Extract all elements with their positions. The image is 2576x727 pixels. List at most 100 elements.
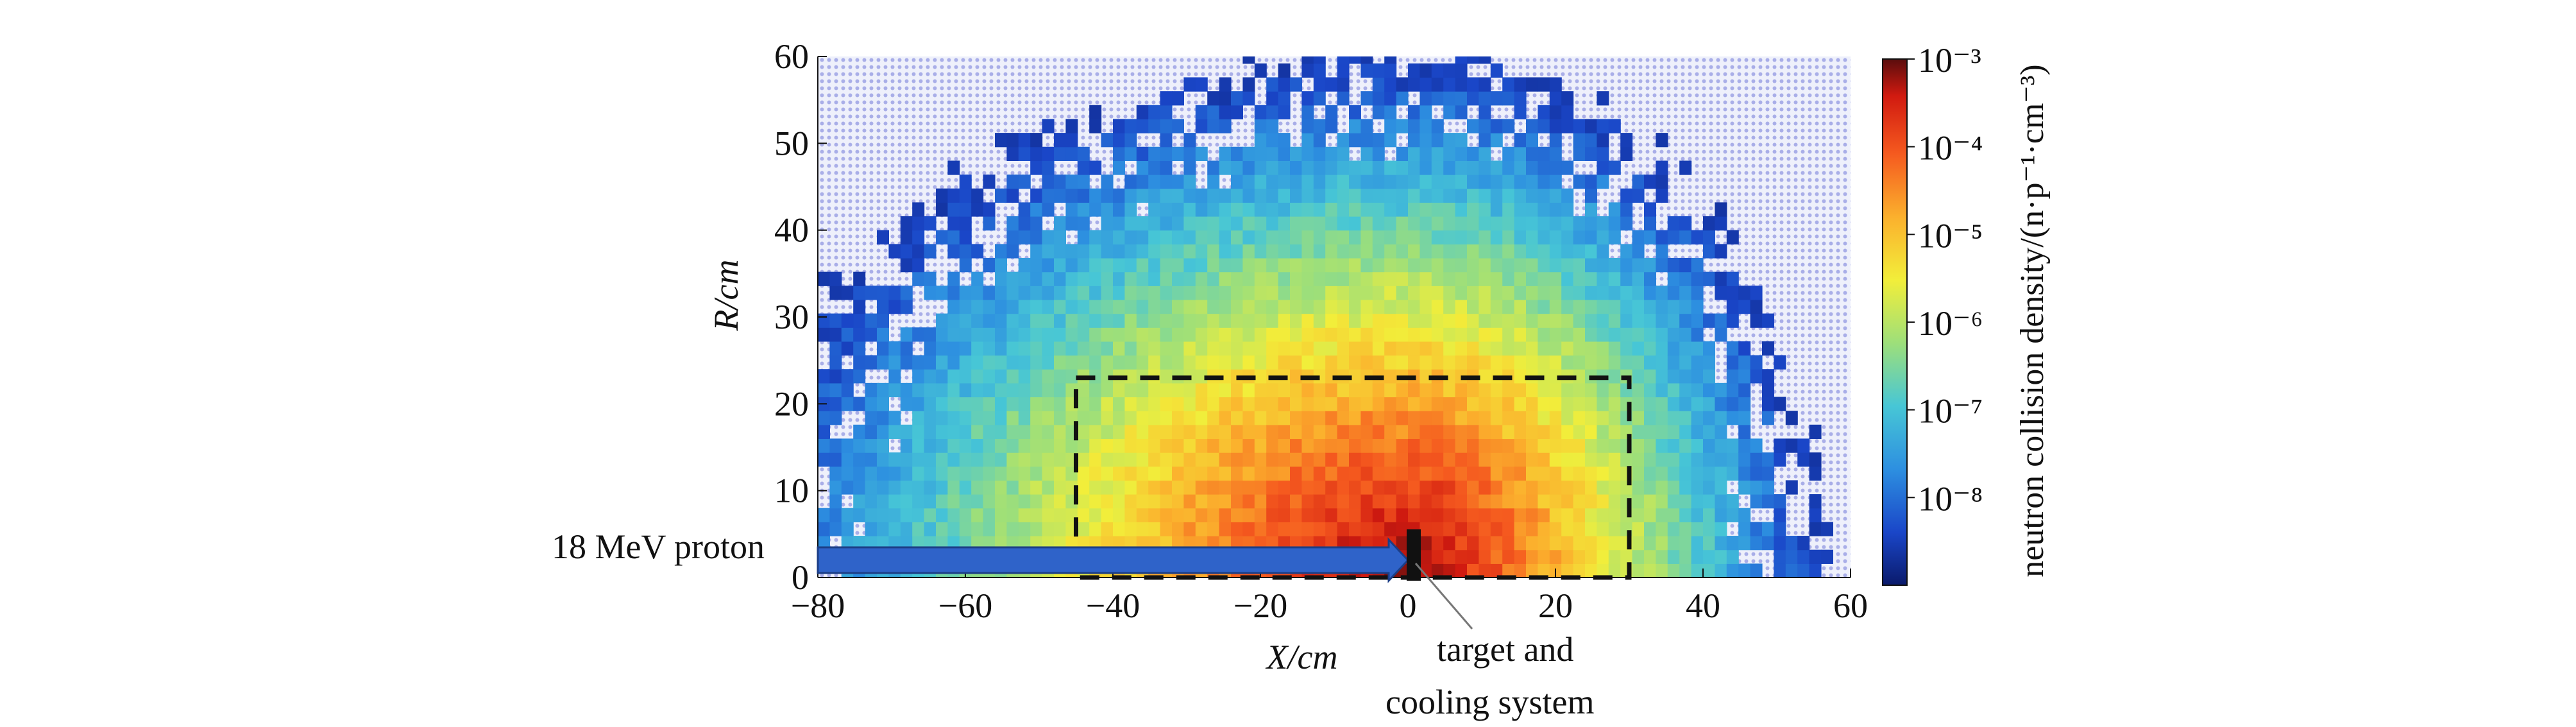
heatmap-cell bbox=[1337, 257, 1350, 273]
heatmap-cell bbox=[1679, 230, 1692, 244]
heatmap-cell bbox=[1018, 508, 1031, 522]
heatmap-cell bbox=[1538, 146, 1550, 161]
heatmap-cell bbox=[1113, 202, 1125, 217]
heatmap-cell bbox=[1124, 146, 1137, 161]
heatmap-cell bbox=[1219, 327, 1232, 342]
heatmap-cell bbox=[1667, 369, 1680, 384]
heatmap-cell bbox=[1443, 313, 1456, 328]
heatmap-cell bbox=[1337, 397, 1350, 411]
heatmap-cell bbox=[1632, 466, 1645, 481]
heatmap-cell bbox=[1467, 299, 1479, 314]
heatmap-cell bbox=[1136, 160, 1149, 175]
heatmap-cell bbox=[1254, 508, 1267, 522]
heatmap-cell bbox=[1514, 452, 1527, 467]
heatmap-cell bbox=[1467, 244, 1479, 259]
heatmap-cell bbox=[1703, 230, 1715, 244]
heatmap-cell bbox=[1419, 202, 1432, 217]
heatmap-cell bbox=[1242, 466, 1255, 481]
heatmap-cell bbox=[818, 424, 830, 440]
heatmap-cell bbox=[1762, 522, 1774, 536]
heatmap-cell bbox=[900, 508, 913, 522]
heatmap-cell bbox=[1254, 522, 1267, 536]
heatmap-cell bbox=[1018, 133, 1031, 148]
heatmap-cell bbox=[1301, 341, 1314, 356]
heatmap-cell bbox=[1526, 549, 1538, 564]
heatmap-cell bbox=[1360, 271, 1373, 286]
x-tick-label: 60 bbox=[1833, 586, 1868, 625]
heatmap-cell bbox=[1290, 480, 1302, 495]
heatmap-cell bbox=[1514, 244, 1527, 259]
heatmap-cell bbox=[1490, 438, 1503, 453]
heatmap-cell bbox=[1124, 175, 1137, 189]
heatmap-cell bbox=[1124, 411, 1137, 425]
heatmap-cell bbox=[1490, 160, 1503, 175]
heatmap-cell bbox=[936, 438, 948, 453]
heatmap-cell bbox=[1526, 188, 1538, 203]
heatmap-cell bbox=[1195, 286, 1208, 300]
heatmap-cell bbox=[995, 424, 1007, 440]
heatmap-cell bbox=[1467, 202, 1479, 217]
heatmap-cell bbox=[1148, 397, 1161, 411]
heatmap-cell bbox=[1396, 480, 1409, 495]
heatmap-cell bbox=[1384, 480, 1397, 495]
heatmap-cell bbox=[1656, 563, 1668, 577]
heatmap-cell bbox=[1455, 508, 1468, 522]
heatmap-cell bbox=[1231, 494, 1243, 509]
heatmap-cell bbox=[1301, 299, 1314, 314]
heatmap-cell bbox=[1183, 480, 1196, 495]
heatmap-cell bbox=[1042, 452, 1055, 467]
heatmap-cell bbox=[1561, 480, 1574, 495]
heatmap-cell bbox=[1018, 452, 1031, 467]
heatmap-cell bbox=[924, 286, 936, 300]
heatmap-cell bbox=[1514, 341, 1527, 356]
heatmap-cell bbox=[1278, 160, 1291, 175]
heatmap-cell bbox=[1467, 494, 1479, 509]
heatmap-cell bbox=[1337, 146, 1350, 161]
heatmap-cell bbox=[1585, 341, 1597, 356]
heatmap-cell bbox=[1644, 313, 1656, 328]
heatmap-cell bbox=[1479, 327, 1491, 342]
heatmap-cell bbox=[1597, 244, 1609, 259]
heatmap-cell bbox=[900, 494, 913, 509]
heatmap-cell bbox=[1608, 369, 1621, 384]
heatmap-cell bbox=[1266, 133, 1279, 148]
heatmap-cell bbox=[1349, 313, 1361, 328]
heatmap-cell bbox=[1479, 77, 1491, 92]
heatmap-cell bbox=[1172, 216, 1184, 231]
heatmap-cell bbox=[1254, 438, 1267, 453]
heatmap-cell bbox=[971, 299, 984, 314]
heatmap-cell bbox=[1549, 438, 1562, 453]
heatmap-cell bbox=[1502, 257, 1515, 273]
heatmap-cell bbox=[1691, 355, 1704, 370]
heatmap-cell bbox=[1360, 508, 1373, 522]
heatmap-cell bbox=[1419, 466, 1432, 481]
heatmap-cell bbox=[1266, 146, 1279, 161]
heatmap-cell bbox=[1183, 466, 1196, 481]
heatmap-cell bbox=[1219, 286, 1232, 300]
heatmap-cell bbox=[971, 188, 984, 203]
heatmap-cell bbox=[1172, 230, 1184, 244]
heatmap-cell bbox=[1632, 355, 1645, 370]
heatmap-cell bbox=[1101, 397, 1114, 411]
heatmap-cell bbox=[1006, 271, 1019, 286]
heatmap-cell bbox=[1101, 522, 1114, 536]
heatmap-cell bbox=[1254, 355, 1267, 370]
heatmap-cell bbox=[1231, 188, 1243, 203]
heatmap-cell bbox=[1455, 133, 1468, 148]
heatmap-cell bbox=[1408, 202, 1420, 217]
heatmap-cell bbox=[912, 480, 925, 495]
heatmap-cell bbox=[1715, 313, 1727, 328]
heatmap-cell bbox=[1431, 244, 1444, 259]
heatmap-cell bbox=[1313, 522, 1326, 536]
heatmap-cell bbox=[1160, 188, 1173, 203]
heatmap-cell bbox=[1313, 424, 1326, 440]
heatmap-cell bbox=[1278, 508, 1291, 522]
heatmap-cell bbox=[912, 397, 925, 411]
heatmap-cell bbox=[1443, 438, 1456, 453]
heatmap-cell bbox=[1514, 91, 1527, 106]
heatmap-cell bbox=[1101, 327, 1114, 342]
heatmap-cell bbox=[1101, 508, 1114, 522]
heatmap-cell bbox=[1526, 216, 1538, 231]
heatmap-cell bbox=[1679, 369, 1692, 384]
heatmap-cell bbox=[1750, 313, 1763, 328]
